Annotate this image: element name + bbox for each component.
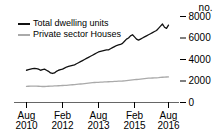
html-text:Total dwelling units: Total dwelling units <box>33 18 109 28</box>
svg-text:Feb2015: Feb2015 <box>123 110 146 131</box>
svg-text:Aug2010: Aug2010 <box>15 110 38 131</box>
svg-text:Aug2013: Aug2013 <box>87 110 110 131</box>
svg-text:8000: 8000 <box>188 10 211 22</box>
svg-text:2000: 2000 <box>189 75 212 86</box>
svg-text:Feb2012: Feb2012 <box>51 110 74 131</box>
svg-text:4000: 4000 <box>189 54 212 65</box>
svg-text:6000: 6000 <box>189 32 212 43</box>
html-text:Private sector Houses: Private sector Houses <box>33 29 121 39</box>
svg-text:no.: no. <box>199 2 213 13</box>
svg-text:Aug2016: Aug2016 <box>157 110 180 131</box>
svg-text:0: 0 <box>189 97 195 108</box>
